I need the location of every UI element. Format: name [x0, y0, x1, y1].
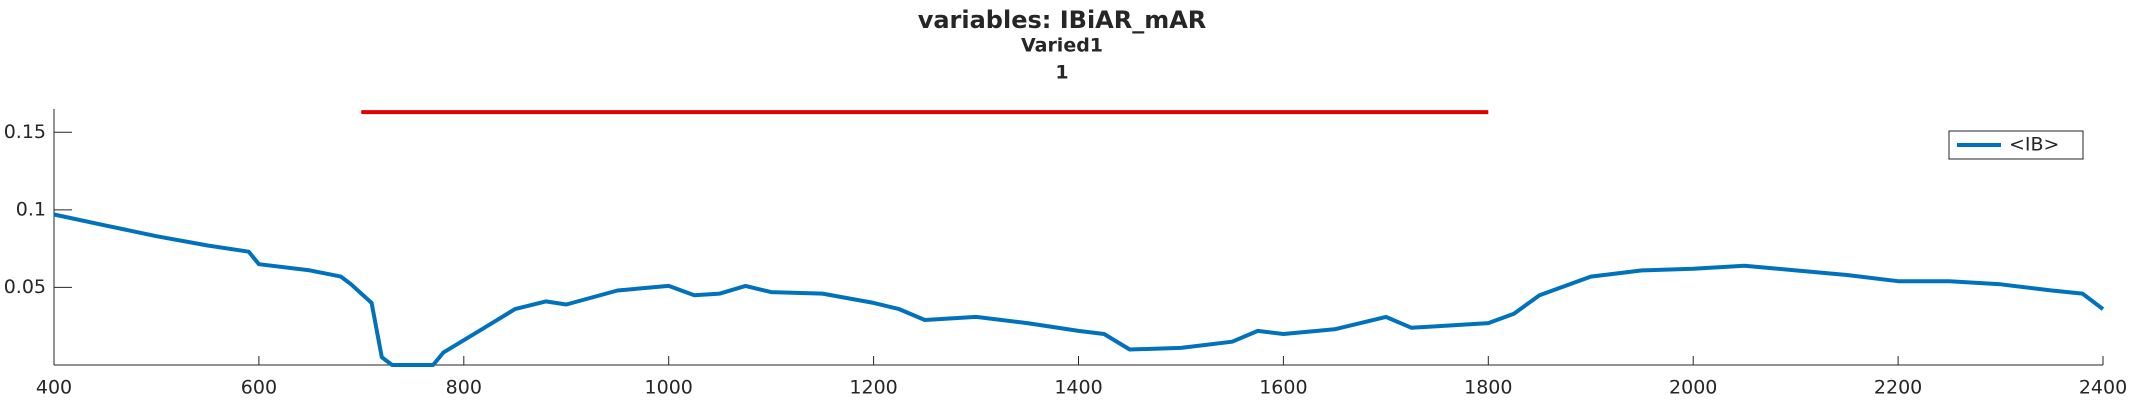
x-tick-label: 2000 [1669, 377, 1717, 399]
x-tick-label: 400 [36, 377, 72, 399]
y-tick-label: 0.05 [4, 276, 46, 298]
x-tick-label: 800 [446, 377, 482, 399]
chart-subtitle: Varied1 [1021, 35, 1103, 57]
chart-title: variables: IBiAR_mAR [918, 6, 1207, 34]
chart-subtitle: 1 [1055, 62, 1068, 84]
y-tick-label: 0.1 [16, 198, 46, 220]
x-tick-label: 2400 [2079, 377, 2127, 399]
x-tick-label: 1600 [1259, 377, 1307, 399]
series-line [53, 212, 2105, 367]
y-tick-label: 0.15 [4, 121, 46, 143]
x-tick-label: 600 [241, 377, 277, 399]
x-tick-label: 1000 [645, 377, 693, 399]
x-tick-label: 1800 [1464, 377, 1512, 399]
x-tick-label: 1200 [849, 377, 897, 399]
x-tick-label: 1400 [1054, 377, 1102, 399]
legend-label: <IB> [2009, 134, 2059, 156]
x-tick-label: 2200 [1874, 377, 1922, 399]
